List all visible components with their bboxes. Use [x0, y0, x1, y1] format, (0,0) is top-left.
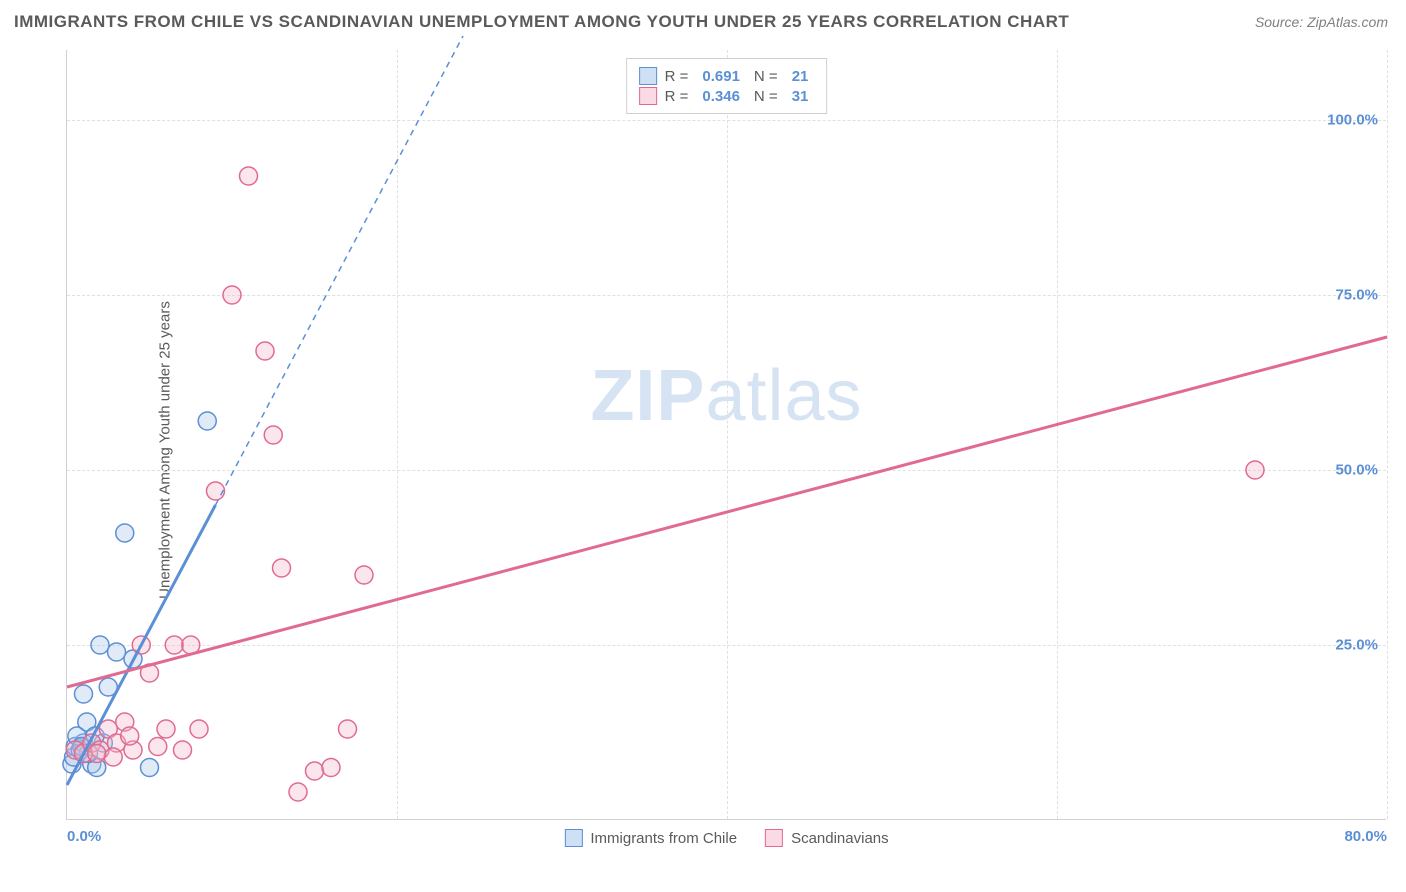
data-point	[289, 783, 307, 801]
regression-line	[216, 36, 464, 505]
data-point	[141, 759, 159, 777]
data-point	[88, 745, 106, 763]
y-tick-label: 50.0%	[1335, 462, 1378, 479]
y-tick-label: 100.0%	[1327, 112, 1378, 129]
x-tick-label: 0.0%	[67, 828, 101, 845]
bottom-legend-label-chile: Immigrants from Chile	[590, 830, 737, 847]
data-point	[108, 643, 126, 661]
stat-r-value-2: 0.346	[702, 88, 740, 105]
bottom-legend-item-scandinavian: Scandinavians	[765, 829, 889, 847]
x-tick-label: 80.0%	[1344, 828, 1387, 845]
data-point	[174, 741, 192, 759]
data-point	[121, 727, 139, 745]
data-point	[149, 738, 167, 756]
data-point	[91, 636, 109, 654]
data-point	[75, 685, 93, 703]
stat-n-value-1: 21	[792, 68, 809, 85]
stat-r-label: R =	[665, 68, 689, 85]
stat-n-label: N =	[754, 88, 778, 105]
stat-r-label: R =	[665, 88, 689, 105]
data-point	[355, 566, 373, 584]
source-attribution: Source: ZipAtlas.com	[1255, 14, 1388, 30]
bottom-legend: Immigrants from Chile Scandinavians	[564, 829, 888, 847]
data-point	[240, 167, 258, 185]
top-legend: R = 0.691 N = 21 R = 0.346 N = 31	[626, 58, 828, 114]
regression-line	[67, 337, 1387, 687]
data-point	[116, 524, 134, 542]
legend-swatch-chile	[639, 67, 657, 85]
plot-area: ZIPatlas R = 0.691 N = 21 R = 0.346 N = …	[66, 50, 1386, 820]
data-point	[104, 748, 122, 766]
y-tick-label: 75.0%	[1335, 287, 1378, 304]
gridline-v	[1387, 50, 1388, 819]
stat-n-label: N =	[754, 68, 778, 85]
y-tick-label: 25.0%	[1335, 637, 1378, 654]
bottom-legend-item-chile: Immigrants from Chile	[564, 829, 737, 847]
data-point	[1246, 461, 1264, 479]
chart-title: IMMIGRANTS FROM CHILE VS SCANDINAVIAN UN…	[14, 12, 1069, 32]
stat-r-value-1: 0.691	[702, 68, 740, 85]
bottom-legend-label-scandinavian: Scandinavians	[791, 830, 889, 847]
stat-n-value-2: 31	[792, 88, 809, 105]
data-point	[273, 559, 291, 577]
data-point	[256, 342, 274, 360]
data-point	[223, 286, 241, 304]
data-point	[207, 482, 225, 500]
data-point	[190, 720, 208, 738]
data-point	[322, 759, 340, 777]
legend-swatch-chile-icon	[564, 829, 582, 847]
legend-swatch-scandinavian	[639, 87, 657, 105]
scatter-svg	[67, 50, 1386, 819]
data-point	[306, 762, 324, 780]
top-legend-row-1: R = 0.691 N = 21	[639, 67, 815, 85]
data-point	[165, 636, 183, 654]
legend-swatch-scandinavian-icon	[765, 829, 783, 847]
data-point	[198, 412, 216, 430]
top-legend-row-2: R = 0.346 N = 31	[639, 87, 815, 105]
data-point	[157, 720, 175, 738]
chart-container: Unemployment Among Youth under 25 years …	[48, 50, 1388, 850]
data-point	[339, 720, 357, 738]
data-point	[264, 426, 282, 444]
